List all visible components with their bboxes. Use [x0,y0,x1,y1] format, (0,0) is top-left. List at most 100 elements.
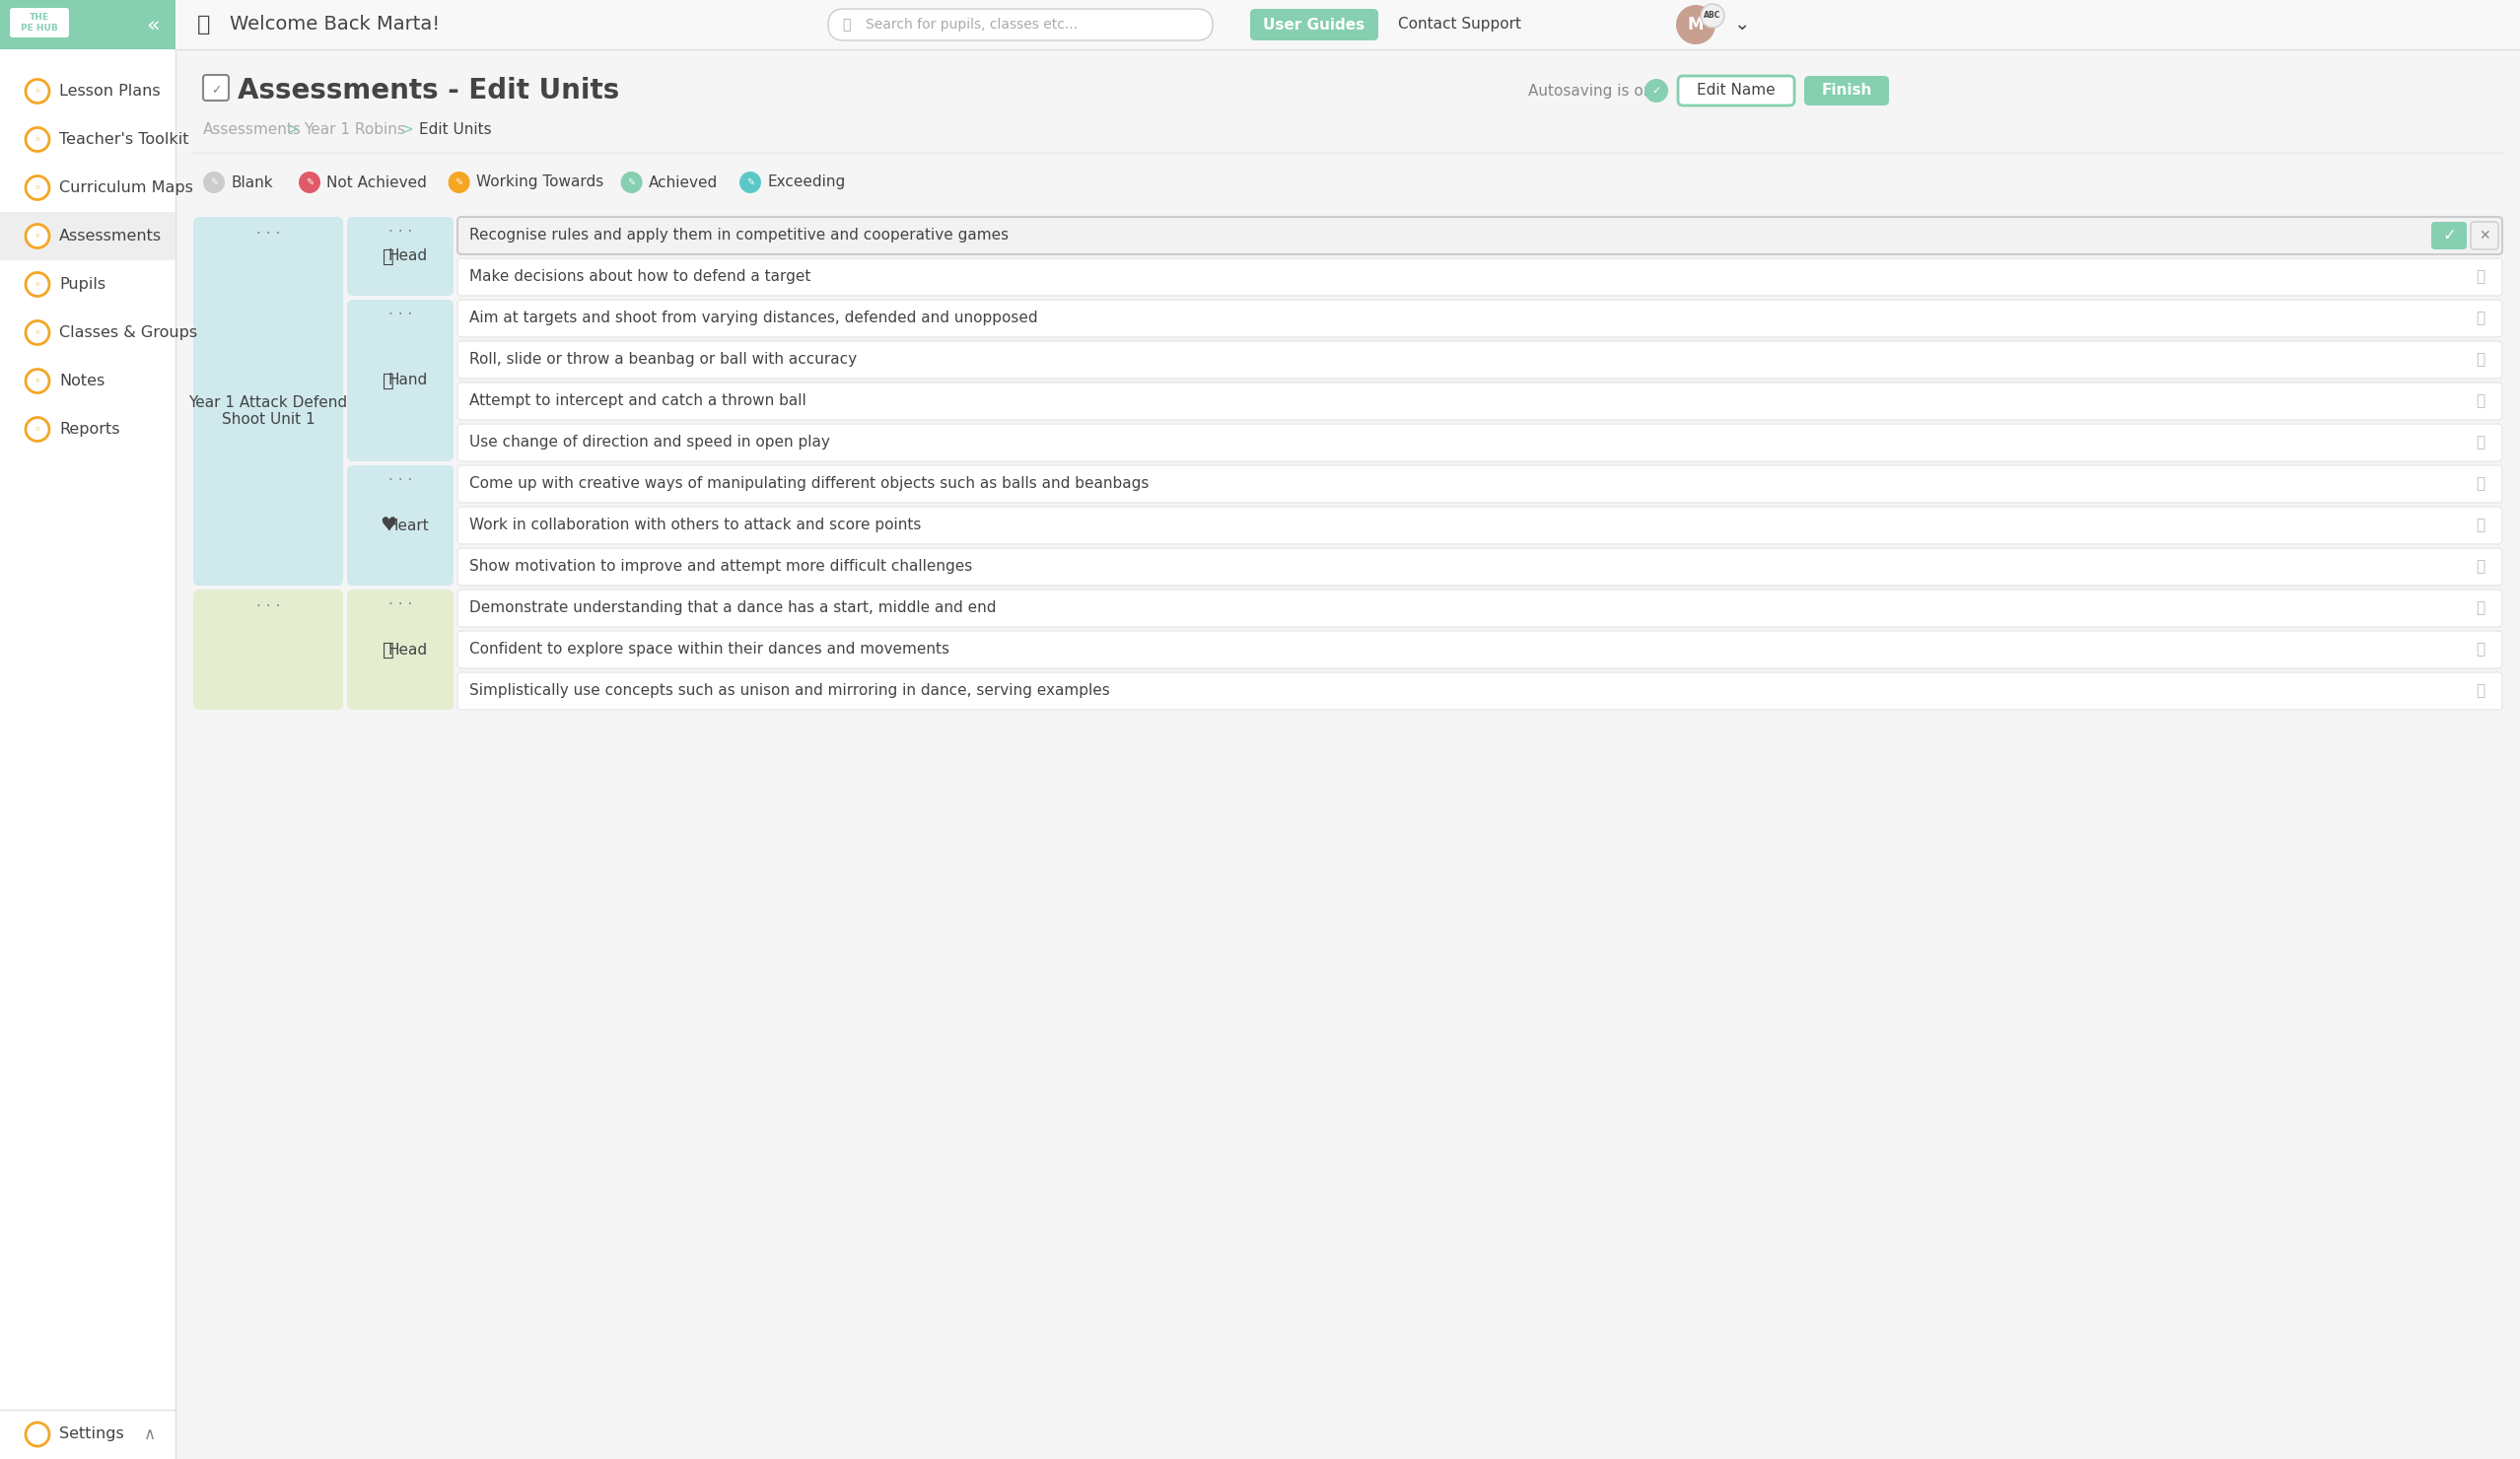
FancyBboxPatch shape [194,217,343,585]
Text: >: > [401,121,413,137]
Text: ◦: ◦ [35,328,40,338]
FancyBboxPatch shape [204,74,229,101]
Circle shape [25,177,50,200]
Text: ✎: ✎ [627,178,635,187]
Text: 🤲: 🤲 [383,371,393,390]
Text: Hand: Hand [388,374,428,388]
Text: ◦: ◦ [35,232,40,242]
Text: Edit Name: Edit Name [1696,83,1777,98]
Text: THE
PE HUB: THE PE HUB [20,13,58,32]
Text: Search for pupils, classes etc...: Search for pupils, classes etc... [867,18,1079,32]
FancyBboxPatch shape [459,382,2502,420]
Circle shape [1701,4,1724,28]
Text: ♥: ♥ [381,516,398,535]
FancyBboxPatch shape [829,9,1212,41]
Text: · · ·: · · · [257,600,280,614]
Text: · · ·: · · · [388,308,413,322]
Text: M: M [1688,16,1704,34]
Text: Reports: Reports [58,422,121,436]
Text: ✎: ✎ [746,178,753,187]
Text: 🗑: 🗑 [2477,477,2485,492]
Text: Notes: Notes [58,374,106,388]
Text: ∧: ∧ [144,1425,156,1443]
Text: 🗑: 🗑 [2477,311,2485,325]
Text: · · ·: · · · [388,474,413,489]
Text: ✎: ✎ [209,178,217,187]
Text: ✎: ✎ [305,178,312,187]
Bar [0,212,176,260]
Text: >: > [287,121,300,137]
Bar [0,0,176,1459]
Circle shape [25,225,50,248]
Text: Roll, slide or throw a beanbag or ball with accuracy: Roll, slide or throw a beanbag or ball w… [469,353,857,368]
Text: Curriculum Maps: Curriculum Maps [58,181,194,196]
FancyBboxPatch shape [459,465,2502,503]
Text: Assessments - Edit Units: Assessments - Edit Units [237,77,620,105]
Text: Attempt to intercept and catch a thrown ball: Attempt to intercept and catch a thrown … [469,394,806,409]
Circle shape [25,369,50,392]
Circle shape [449,172,469,193]
Text: Autosaving is on: Autosaving is on [1527,83,1653,98]
Text: 🧠: 🧠 [383,247,393,266]
Text: 🔍: 🔍 [842,18,849,32]
FancyBboxPatch shape [2432,222,2467,249]
Text: ✕: ✕ [2480,229,2490,242]
FancyBboxPatch shape [459,506,2502,544]
Bar [8,6,88,44]
Text: Assessments: Assessments [204,123,302,137]
Text: Head: Head [388,642,428,657]
Text: ◦: ◦ [35,184,40,194]
Text: Finish: Finish [1822,83,1872,98]
FancyBboxPatch shape [459,549,2502,585]
Text: Make decisions about how to defend a target: Make decisions about how to defend a tar… [469,270,811,285]
FancyBboxPatch shape [10,7,68,38]
FancyBboxPatch shape [459,299,2502,337]
Text: Lesson Plans: Lesson Plans [58,83,161,99]
Text: Exceeding: Exceeding [766,175,844,190]
Text: ◦: ◦ [35,88,40,98]
Circle shape [1676,4,1716,44]
Text: ◦: ◦ [35,280,40,290]
Bar [0,0,176,50]
FancyBboxPatch shape [2470,222,2497,249]
Text: Working Towards: Working Towards [476,175,602,190]
Text: ◦: ◦ [35,376,40,387]
FancyBboxPatch shape [348,299,454,461]
Circle shape [25,273,50,296]
FancyBboxPatch shape [1678,76,1794,105]
Text: Come up with creative ways of manipulating different objects such as balls and b: Come up with creative ways of manipulati… [469,477,1149,492]
Circle shape [25,79,50,104]
Text: Show motivation to improve and attempt more difficult challenges: Show motivation to improve and attempt m… [469,559,973,575]
Text: Settings: Settings [58,1427,123,1441]
Text: Welcome Back Marta!: Welcome Back Marta! [229,15,441,34]
Circle shape [25,321,50,344]
Text: Confident to explore space within their dances and movements: Confident to explore space within their … [469,642,950,657]
Text: ✓: ✓ [1651,86,1661,96]
Text: ✓: ✓ [2442,226,2457,245]
FancyBboxPatch shape [459,589,2502,627]
Text: · · ·: · · · [388,598,413,613]
Text: ✎: ✎ [456,178,464,187]
Text: 🗑: 🗑 [2477,559,2485,575]
Text: Edit Units: Edit Units [418,123,491,137]
Text: Pupils: Pupils [58,277,106,292]
Text: Achieved: Achieved [648,175,718,190]
Circle shape [25,127,50,152]
Text: 🧠: 🧠 [383,641,393,659]
Text: 🗑: 🗑 [2477,353,2485,368]
FancyBboxPatch shape [1250,9,1378,41]
Text: 🗑: 🗑 [2477,684,2485,699]
Circle shape [25,417,50,441]
Text: Recognise rules and apply them in competitive and cooperative games: Recognise rules and apply them in compet… [469,228,1008,244]
FancyBboxPatch shape [348,589,454,709]
Text: ✓: ✓ [212,85,222,98]
Text: Year 1 Attack Defend
Shoot Unit 1: Year 1 Attack Defend Shoot Unit 1 [189,395,348,427]
Text: ◦: ◦ [35,426,40,435]
Text: 🗑: 🗑 [2477,518,2485,533]
Text: ◦: ◦ [35,136,40,146]
Bar [176,0,2520,50]
Text: Assessments: Assessments [58,229,161,244]
Text: Aim at targets and shoot from varying distances, defended and unopposed: Aim at targets and shoot from varying di… [469,311,1038,325]
Text: 🗑: 🗑 [2477,394,2485,409]
Text: Blank: Blank [232,175,272,190]
